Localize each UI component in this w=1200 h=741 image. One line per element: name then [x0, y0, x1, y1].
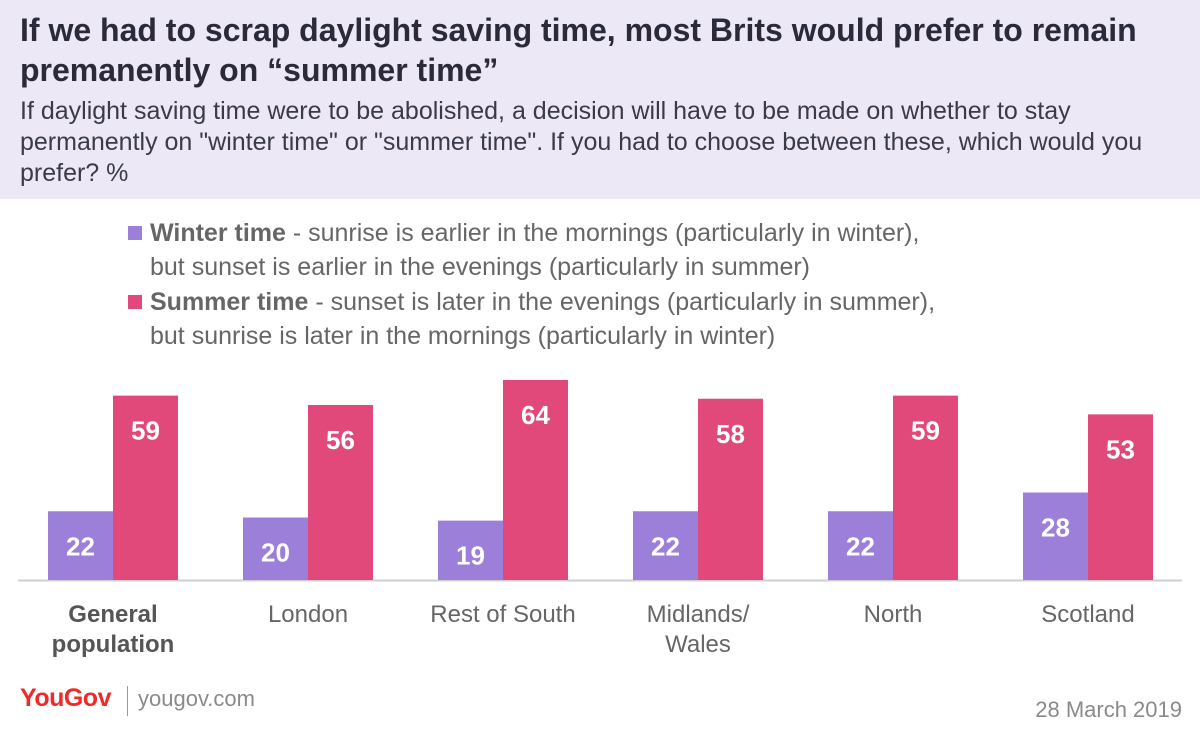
- data-label-winter-time-4: 22: [846, 531, 875, 561]
- data-label-winter-time-0: 22: [66, 531, 95, 561]
- category-label-5-0: Scotland: [1041, 601, 1134, 628]
- chart-title: If we had to scrap daylight saving time,…: [20, 12, 1137, 88]
- publish-date: 28 March 2019: [1035, 697, 1182, 722]
- bar-summer-time-4: [893, 395, 958, 580]
- data-label-summer-time-2: 64: [521, 400, 550, 430]
- category-label-1-0: London: [268, 601, 348, 628]
- bar-winter-time-5: [1023, 492, 1088, 580]
- bar-summer-time-1: [308, 405, 373, 580]
- data-label-summer-time-0: 59: [131, 416, 160, 446]
- bar-winter-time-1: [243, 517, 308, 580]
- bar-winter-time-2: [438, 520, 503, 580]
- legend: Winter time - sunrise is earlier in the …: [126, 216, 1186, 354]
- header-panel: If we had to scrap daylight saving time,…: [0, 0, 1200, 199]
- footer-divider: [127, 686, 128, 716]
- data-label-winter-time-2: 19: [456, 541, 485, 571]
- legend-item-summer: Summer time - sunset is later in the eve…: [126, 285, 1186, 353]
- footer-site-link[interactable]: yougov.com: [138, 686, 255, 711]
- legend-swatch-winter: [128, 226, 142, 240]
- bar-winter-time-3: [633, 511, 698, 580]
- legend-desc-summer-1: - sunset is later in the evenings (parti…: [308, 288, 936, 316]
- bar-winter-time-4: [828, 511, 893, 580]
- bar-summer-time-2: [503, 380, 568, 580]
- data-label-summer-time-4: 59: [911, 416, 940, 446]
- category-label-3-1: Wales: [665, 631, 731, 658]
- chart-subtitle: If daylight saving time were to be aboli…: [20, 97, 1143, 187]
- category-label-4-0: North: [864, 601, 923, 628]
- category-label-0-0: General: [68, 601, 157, 628]
- category-label-0-1: population: [52, 631, 175, 658]
- bar-summer-time-0: [113, 395, 178, 580]
- bar-summer-time-5: [1088, 414, 1153, 580]
- data-label-winter-time-3: 22: [651, 531, 680, 561]
- legend-desc-winter-2: but sunset is earlier in the evenings (p…: [150, 253, 810, 281]
- legend-name-summer: Summer time: [150, 288, 309, 316]
- category-label-2-0: Rest of South: [430, 601, 575, 628]
- bar-summer-time-3: [698, 398, 763, 580]
- yougov-logo: YouGov: [20, 684, 111, 712]
- legend-item-winter: Winter time - sunrise is earlier in the …: [126, 216, 1186, 284]
- category-label-3-0: Midlands/: [647, 601, 750, 628]
- data-label-summer-time-5: 53: [1106, 434, 1135, 464]
- bar-winter-time-0: [48, 511, 113, 580]
- data-label-summer-time-3: 58: [716, 419, 745, 449]
- data-label-winter-time-5: 28: [1041, 513, 1070, 543]
- data-label-winter-time-1: 20: [261, 538, 290, 568]
- legend-swatch-summer: [128, 295, 142, 309]
- bar-chart: 22 59 General population 20 56 London 19 64 Rest …: [18, 380, 1182, 658]
- data-label-summer-time-1: 56: [326, 425, 355, 455]
- legend-desc-winter-1: - sunrise is earlier in the mornings (pa…: [285, 219, 920, 247]
- legend-name-winter: Winter time: [150, 219, 286, 247]
- legend-desc-summer-2: but sunrise is later in the mornings (pa…: [150, 322, 776, 350]
